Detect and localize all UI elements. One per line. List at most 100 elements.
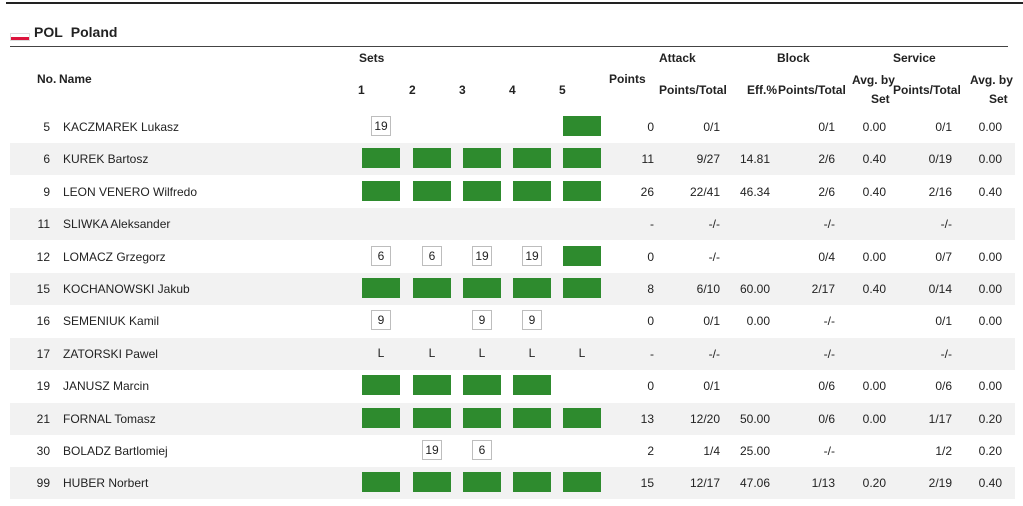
set-played-bar xyxy=(413,278,451,298)
set-played-bar xyxy=(563,472,601,492)
header-no: No. xyxy=(37,72,57,86)
team-header: POL Poland xyxy=(10,22,117,42)
service-avg-by-set: 0.00 xyxy=(978,282,1002,296)
player-number: 5 xyxy=(43,120,50,134)
player-points: - xyxy=(650,347,654,361)
block-points-total: 0/4 xyxy=(818,250,835,264)
player-name[interactable]: SLIWKA Aleksander xyxy=(63,217,171,231)
table-row: 30 BOLADZ Bartlomiej 19 6 2 1/4 25.00 -/- 1/2 0.2… xyxy=(10,435,1015,467)
player-name[interactable]: HUBER Norbert xyxy=(63,476,149,490)
attack-eff xyxy=(738,338,770,370)
header-set-2: 2 xyxy=(409,83,416,97)
table-row: 99 HUBER Norbert 15 12/17 47.06 1/13 0.20 2/19 0… xyxy=(10,467,1015,499)
player-name[interactable]: LOMACZ Grzegorz xyxy=(63,250,166,264)
player-points: 0 xyxy=(647,379,654,393)
service-points-total: 1/17 xyxy=(928,412,952,426)
attack-eff xyxy=(738,111,770,143)
header-service-points-total: Points/Total xyxy=(893,83,961,97)
player-points: 2 xyxy=(647,444,654,458)
attack-points-total: -/- xyxy=(708,217,720,231)
attack-points-total: 0/1 xyxy=(703,379,720,393)
player-points: 26 xyxy=(640,185,654,199)
player-name[interactable]: KOCHANOWSKI Jakub xyxy=(63,282,190,296)
table-row: 5 KACZMAREK Lukasz 19 0 0/1 0/1 0.00 0/1 0.00 xyxy=(10,111,1015,143)
set-played-bar xyxy=(362,408,400,428)
player-name[interactable]: FORNAL Tomasz xyxy=(63,412,156,426)
header-sets: Sets xyxy=(359,51,385,65)
service-avg-by-set: 0.40 xyxy=(978,476,1002,490)
header-set-1: 1 xyxy=(358,83,365,97)
set-libero-marker: L xyxy=(578,346,586,360)
block-avg-by-set xyxy=(850,208,886,240)
set-played-bar xyxy=(413,472,451,492)
player-points: 0 xyxy=(647,250,654,264)
table-row: 12 LOMACZ Grzegorz 6 6 19 19 0 -/- 0/4 0.00 0/7 0.0… xyxy=(10,241,1015,273)
header-attack-points-total: Points/Total xyxy=(659,83,727,97)
block-avg-by-set xyxy=(850,305,886,337)
table-row: 16 SEMENIUK Kamil 9 9 9 0 0/1 0.00 -/- 0/1 0.00 xyxy=(10,305,1015,337)
header-points: Points xyxy=(609,72,646,86)
attack-eff: 25.00 xyxy=(739,444,770,458)
block-points-total: 2/17 xyxy=(811,282,835,296)
block-avg-by-set xyxy=(850,338,886,370)
set-played-bar xyxy=(362,181,400,201)
set-entry-score: 19 xyxy=(472,246,492,266)
service-points-total: 2/19 xyxy=(928,476,952,490)
attack-eff: 46.34 xyxy=(739,185,770,199)
player-number: 17 xyxy=(36,347,50,361)
set-played-bar xyxy=(563,181,601,201)
table-row: 19 JANUSZ Marcin 0 0/1 0/6 0.00 0/6 0.00 xyxy=(10,370,1015,402)
player-points: 8 xyxy=(647,282,654,296)
set-libero-marker: L xyxy=(478,346,486,360)
set-entry-score: 6 xyxy=(371,246,391,266)
player-points: 13 xyxy=(640,412,654,426)
attack-eff xyxy=(738,208,770,240)
player-name[interactable]: SEMENIUK Kamil xyxy=(63,314,160,328)
set-played-bar xyxy=(463,375,501,395)
player-points: 15 xyxy=(640,476,654,490)
player-points: 0 xyxy=(647,120,654,134)
set-played-bar xyxy=(413,408,451,428)
service-avg-by-set xyxy=(968,338,1002,370)
block-avg-by-set: 0.00 xyxy=(862,412,886,426)
player-name[interactable]: KUREK Bartosz xyxy=(63,152,149,166)
player-name[interactable]: ZATORSKI Pawel xyxy=(63,347,158,361)
set-played-bar xyxy=(413,181,451,201)
attack-points-total: 0/1 xyxy=(703,120,720,134)
player-name[interactable]: JANUSZ Marcin xyxy=(63,379,150,393)
set-entry-score: 6 xyxy=(472,440,492,460)
header-block: Block xyxy=(777,51,810,65)
block-points-total: -/- xyxy=(823,314,835,328)
attack-points-total: 9/27 xyxy=(696,152,720,166)
set-played-bar xyxy=(563,246,601,266)
header-name: Name xyxy=(59,72,92,86)
header-block-avg-set: Set xyxy=(871,92,890,106)
block-avg-by-set: 0.00 xyxy=(862,379,886,393)
player-number: 15 xyxy=(36,282,50,296)
block-points-total: 1/13 xyxy=(811,476,835,490)
service-avg-by-set: 0.40 xyxy=(978,185,1002,199)
block-avg-by-set: 0.40 xyxy=(862,152,886,166)
player-name[interactable]: LEON VENERO Wilfredo xyxy=(63,185,198,199)
block-avg-by-set: 0.20 xyxy=(862,476,886,490)
attack-eff: 47.06 xyxy=(739,476,770,490)
set-libero-marker: L xyxy=(428,346,436,360)
set-played-bar xyxy=(513,181,551,201)
service-avg-by-set xyxy=(968,208,1002,240)
block-avg-by-set xyxy=(850,435,886,467)
attack-points-total: 0/1 xyxy=(703,314,720,328)
set-played-bar xyxy=(563,116,601,136)
set-played-bar xyxy=(513,148,551,168)
block-avg-by-set: 0.40 xyxy=(862,185,886,199)
top-rule xyxy=(6,2,1023,4)
player-number: 21 xyxy=(36,412,50,426)
set-entry-score: 19 xyxy=(422,440,442,460)
player-number: 99 xyxy=(36,476,50,490)
player-points: - xyxy=(650,217,654,231)
player-name[interactable]: BOLADZ Bartlomiej xyxy=(63,444,168,458)
set-played-bar xyxy=(463,408,501,428)
attack-points-total: -/- xyxy=(708,250,720,264)
player-name[interactable]: KACZMAREK Lukasz xyxy=(63,120,180,134)
header-set-5: 5 xyxy=(559,83,566,97)
player-number: 12 xyxy=(36,250,50,264)
